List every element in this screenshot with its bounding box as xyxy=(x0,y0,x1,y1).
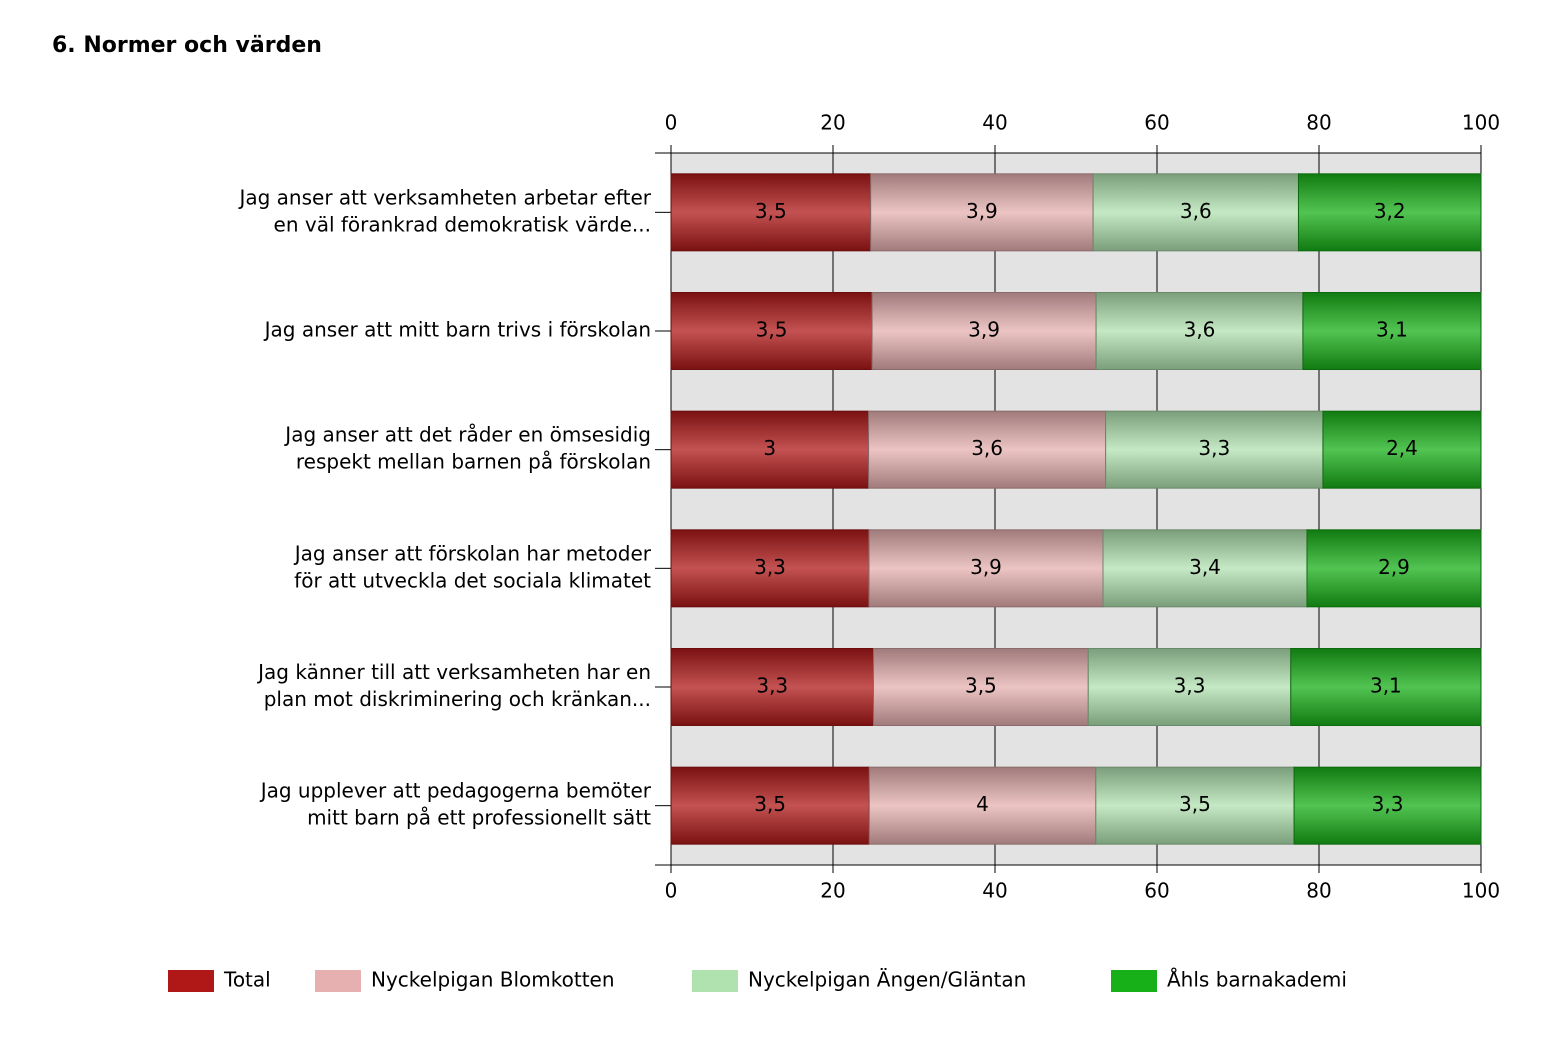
bar-segment xyxy=(1095,292,1304,370)
value-label: 3,1 xyxy=(1376,318,1408,342)
bar-segment xyxy=(868,766,1097,845)
y-tick-label: plan mot diskriminering och kränkan... xyxy=(264,687,651,711)
y-tick-label: Jag anser att det råder en ömsesidig xyxy=(283,423,651,447)
value-label: 3,3 xyxy=(1372,792,1404,816)
x-tick-label: 100 xyxy=(1462,111,1500,135)
legend-label: Total xyxy=(223,968,271,992)
bar-segment xyxy=(670,173,872,252)
y-tick-label: för att utveckla det sociala klimatet xyxy=(294,568,651,592)
bar-segment xyxy=(1297,173,1482,252)
y-tick-label: mitt barn på ett professionellt sätt xyxy=(307,806,651,830)
value-label: 3,9 xyxy=(968,318,1000,342)
bar-segment xyxy=(670,410,870,489)
value-label: 2,9 xyxy=(1378,555,1410,579)
legend-swatch xyxy=(1111,970,1157,992)
bar-segment xyxy=(1105,410,1324,489)
x-tick-label: 20 xyxy=(820,111,845,135)
x-tick-label: 0 xyxy=(665,111,678,135)
y-tick-label: Jag anser att mitt barn trivs i förskola… xyxy=(263,318,651,342)
value-label: 3,9 xyxy=(966,199,998,223)
bar-segment xyxy=(1092,173,1299,252)
y-tick-label: Jag anser att verksamheten arbetar efter xyxy=(237,185,651,209)
value-label: 3,9 xyxy=(970,555,1002,579)
value-label: 3,1 xyxy=(1370,674,1402,698)
legend-label: Åhls barnakademi xyxy=(1167,968,1347,992)
x-tick-label: 40 xyxy=(982,111,1007,135)
bar-segment xyxy=(868,529,1104,608)
y-tick-label: Jag anser att förskolan har metoder xyxy=(293,541,652,565)
bar-segment xyxy=(871,292,1097,370)
value-label: 3,2 xyxy=(1374,199,1406,223)
y-tick-label: respekt mellan barnen på förskolan xyxy=(296,450,651,474)
value-label: 3,6 xyxy=(1180,199,1212,223)
bar-segment xyxy=(670,529,870,608)
x-tick-label: 40 xyxy=(982,879,1007,903)
bar-segment xyxy=(1290,648,1482,726)
y-tick-label: Jag upplever att pedagogerna bemöter xyxy=(259,779,652,803)
value-label: 3,5 xyxy=(1179,792,1211,816)
bar-segment xyxy=(1095,766,1295,845)
bar-segment xyxy=(1302,292,1482,370)
value-label: 3 xyxy=(763,436,776,460)
legend-swatch xyxy=(168,970,214,992)
legend-swatch xyxy=(315,970,361,992)
value-label: 3,3 xyxy=(1174,674,1206,698)
value-label: 3,6 xyxy=(971,436,1003,460)
value-label: 3,6 xyxy=(1184,318,1216,342)
y-tick-label: Jag känner till att verksamheten har en xyxy=(256,660,651,684)
bar-segment xyxy=(670,766,870,845)
x-tick-label: 80 xyxy=(1306,111,1331,135)
value-label: 2,4 xyxy=(1386,436,1418,460)
x-tick-label: 60 xyxy=(1144,879,1169,903)
bar-segment xyxy=(670,292,873,370)
bar-segment xyxy=(1322,410,1482,489)
value-label: 3,5 xyxy=(754,792,786,816)
bar-segment xyxy=(870,173,1094,252)
x-tick-label: 20 xyxy=(820,879,845,903)
x-tick-label: 60 xyxy=(1144,111,1169,135)
x-tick-label: 0 xyxy=(665,879,678,903)
legend-label: Nyckelpigan Ängen/Gläntan xyxy=(748,968,1026,992)
bar-segment xyxy=(1293,766,1482,845)
x-tick-label: 100 xyxy=(1462,879,1500,903)
x-tick-label: 80 xyxy=(1306,879,1331,903)
value-label: 3,5 xyxy=(965,674,997,698)
value-label: 3,3 xyxy=(754,555,786,579)
plot-area xyxy=(671,153,1481,865)
value-label: 3,5 xyxy=(755,199,787,223)
bar-segment xyxy=(868,410,1107,489)
value-label: 3,3 xyxy=(1198,436,1230,460)
bar-segment xyxy=(1087,648,1292,726)
bar-segment xyxy=(670,648,874,726)
value-label: 4 xyxy=(976,792,989,816)
bar-segment xyxy=(1102,529,1308,608)
value-label: 3,4 xyxy=(1189,555,1221,579)
chart-title: 6. Normer och värden xyxy=(52,33,322,58)
y-tick-label: en väl förankrad demokratisk värde... xyxy=(274,212,651,236)
value-label: 3,5 xyxy=(756,318,788,342)
legend-label: Nyckelpigan Blomkotten xyxy=(371,968,615,992)
bar-segment xyxy=(1306,529,1482,608)
legend-swatch xyxy=(692,970,738,992)
value-label: 3,3 xyxy=(756,674,788,698)
